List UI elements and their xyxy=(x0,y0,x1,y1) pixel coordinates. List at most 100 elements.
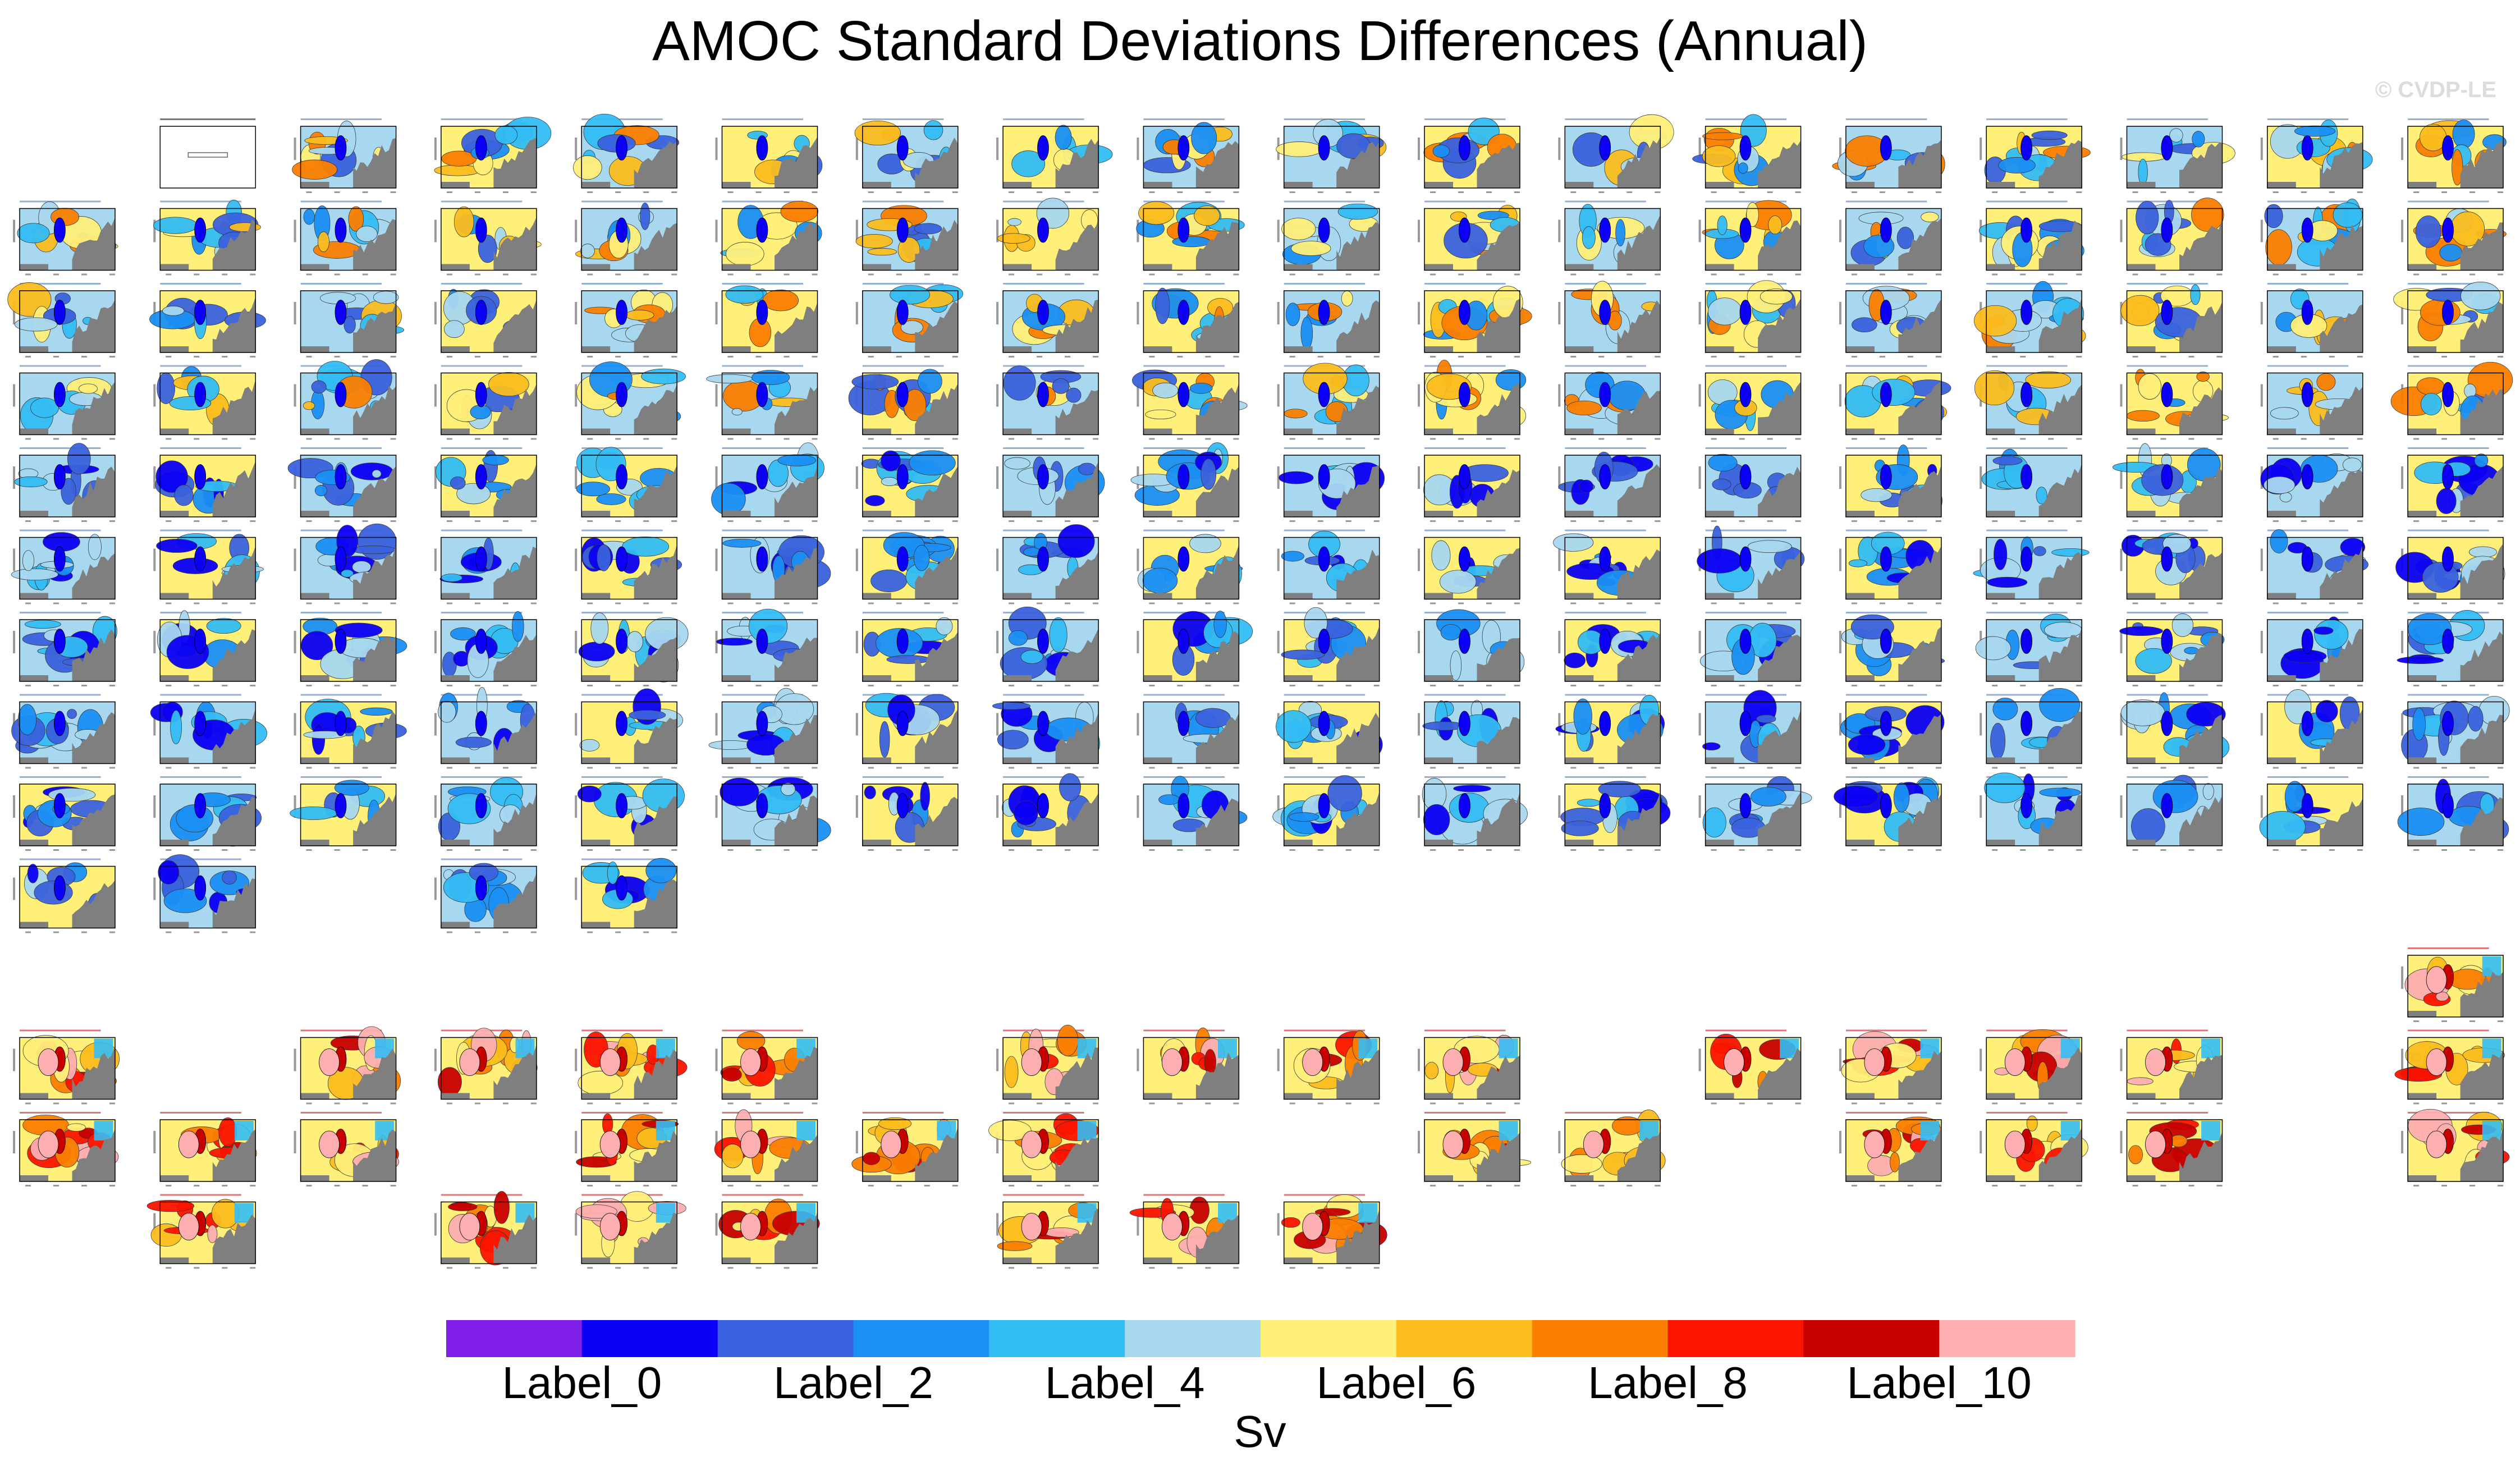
panel-top-r4-c14-bathymetry xyxy=(2038,464,2082,517)
panel-top-r1-c2 xyxy=(294,200,397,276)
panel-top-r6-c15-frame xyxy=(2126,619,2223,682)
colorbar-segment-0 xyxy=(446,1320,583,1357)
colorbar-segment-10 xyxy=(1803,1320,1940,1357)
panel-bottom-r1-c9-frame xyxy=(1283,1037,1380,1100)
panel-top-r1-c0 xyxy=(13,200,118,276)
panel-top-r2-c1-bathymetry xyxy=(212,297,256,352)
panel-top-r7-c4 xyxy=(575,688,684,769)
colorbar xyxy=(446,1320,2075,1357)
panel-top-r4-c17-bathymetry xyxy=(2460,465,2504,517)
panel-top-r8-c9-frame xyxy=(1283,784,1380,846)
panel-top-r6-c10-frame xyxy=(1424,619,1520,682)
panel-top-r8-c17-bathymetry xyxy=(2460,797,2504,846)
panel-top-r7-c13-frame xyxy=(1845,701,1942,764)
panel-top-r7-c0-bathymetry xyxy=(72,712,115,764)
colorbar-segment-3 xyxy=(853,1320,989,1357)
panel-top-r0-c15-bathymetry xyxy=(2179,143,2223,188)
panel-top-r3-c2-bathymetry xyxy=(353,386,396,435)
panel-top-r6-c7-bathymetry xyxy=(1055,629,1099,681)
panel-top-r6-c2-frame xyxy=(300,619,397,682)
panel-top-r1-c14 xyxy=(1978,200,2084,276)
panel-top-r8-c3 xyxy=(434,776,537,851)
panel-bottom-r2-c6-bathymetry xyxy=(915,1126,958,1181)
panel-bottom-r2-c6 xyxy=(851,1112,959,1186)
panel-top-r7-c6-bathymetry xyxy=(915,709,958,764)
panel-top-r8-c7-bathymetry xyxy=(1055,793,1099,846)
panel-top-r0-c1 xyxy=(159,118,256,189)
panel-top-r1-c5-frame xyxy=(721,208,818,271)
panel-top-r2-c5 xyxy=(715,283,818,358)
colorbar-segment-5 xyxy=(1125,1320,1261,1357)
panel-bottom-r3-c1-frame xyxy=(159,1201,256,1265)
panel-top-r8-c9 xyxy=(1272,775,1380,851)
panel-top-r9-c3-frame xyxy=(441,865,537,929)
panel-top-r3-c0-bathymetry xyxy=(72,382,115,435)
panel-top-r4-c1-frame xyxy=(159,455,256,517)
panel-top-r6-c2 xyxy=(294,612,407,686)
panel-top-r8-c10-bathymetry xyxy=(1477,792,1520,846)
panel-top-r0-c4-frame xyxy=(581,126,677,189)
panel-top-r4-c16-frame xyxy=(2267,455,2363,517)
panel-bottom-r2-c2-frame xyxy=(300,1119,397,1182)
panel-top-r2-c13-bathymetry xyxy=(1898,299,1941,352)
panel-top-r0-c11 xyxy=(1558,114,1674,193)
panel-top-r8-c13-frame xyxy=(1845,784,1942,846)
panel-top-r2-c11-frame xyxy=(1564,290,1661,353)
panel-top-r7-c14 xyxy=(1980,688,2082,769)
panel-top-r3-c9-frame xyxy=(1283,372,1380,436)
panel-top-r2-c15-bathymetry xyxy=(2179,302,2223,352)
panel-top-r8-c0-frame xyxy=(19,784,116,846)
panel-top-r8-c5 xyxy=(715,776,831,851)
panel-top-r0-c6-bathymetry xyxy=(915,138,958,188)
panel-bottom-r2-c7 xyxy=(988,1112,1099,1186)
panel-top-r2-c10 xyxy=(1418,283,1532,358)
panel-top-r5-c7-frame xyxy=(1002,537,1099,600)
panel-top-r3-c8 xyxy=(1132,365,1248,440)
panel-top-r5-c11 xyxy=(1553,529,1661,604)
panel-top-r5-c7-bathymetry xyxy=(1055,551,1099,599)
panel-top-r2-c0-bathymetry xyxy=(72,299,115,352)
panel-top-r0-c7-frame xyxy=(1002,126,1099,189)
panel-top-r0-c11-bathymetry xyxy=(1617,136,1661,188)
panel-top-r3-c13-frame xyxy=(1845,372,1942,436)
panel-bottom-r1-c15-bathymetry xyxy=(2179,1055,2223,1100)
panel-bottom-r2-c2 xyxy=(294,1112,399,1186)
panel-bottom-r1-c0-frame xyxy=(19,1037,116,1100)
panel-top-r9-c4 xyxy=(575,858,677,933)
panel-top-r5-c5-frame xyxy=(721,537,818,600)
panel-bottom-r1-c2-frame xyxy=(300,1037,397,1100)
panel-top-r7-c1 xyxy=(150,694,267,769)
panel-top-r6-c14-bathymetry xyxy=(2038,627,2082,681)
panel-top-r3-c8-bathymetry xyxy=(1195,383,1239,435)
panel-top-r7-c9-bathymetry xyxy=(1336,712,1380,764)
panel-bottom-r3-c8-frame xyxy=(1143,1201,1240,1265)
panel-bottom-r2-c17 xyxy=(2401,1108,2510,1186)
panel-bottom-r2-c5-bathymetry xyxy=(775,1134,818,1181)
panel-top-r0-c4 xyxy=(573,113,680,193)
panel-top-r7-c2-bathymetry xyxy=(353,711,396,764)
panel-top-r2-c3-bathymetry xyxy=(493,299,537,352)
panel-bottom-r1-c14-frame xyxy=(1986,1037,2082,1100)
panel-top-r2-c8-frame xyxy=(1143,290,1240,353)
panel-top-r1-c5 xyxy=(715,200,822,276)
panel-top-r7-c8 xyxy=(1137,694,1240,769)
panel-top-r4-c5-bathymetry xyxy=(775,466,818,517)
panel-top-r6-c16-bathymetry xyxy=(2320,629,2363,681)
panel-top-r5-c15 xyxy=(2120,529,2223,604)
panel-top-r4-c0-bathymetry xyxy=(72,466,115,517)
panel-bottom-r2-c15-bathymetry xyxy=(2179,1131,2223,1181)
panel-top-r4-c13 xyxy=(1839,445,1942,522)
panel-bottom-r3-c9-frame xyxy=(1283,1201,1380,1265)
panel-top-r3-c6-frame xyxy=(862,372,959,436)
panel-top-r3-c1-frame xyxy=(159,372,256,436)
panel-top-r2-c4-frame xyxy=(581,290,677,353)
panel-top-r0-c17 xyxy=(2401,118,2507,193)
panel-top-r7-c9-frame xyxy=(1283,701,1380,764)
panel-top-r4-c12 xyxy=(1698,447,1802,522)
panel-top-r9-c0-frame xyxy=(19,865,116,929)
panel-top-r4-c10-frame xyxy=(1424,455,1520,517)
panel-top-r3-c10-frame xyxy=(1424,372,1520,436)
panel-top-r1-c13-frame xyxy=(1845,208,1942,271)
panel-top-r2-c17-bathymetry xyxy=(2460,302,2504,352)
panel-top-r1-c8 xyxy=(1136,200,1245,276)
